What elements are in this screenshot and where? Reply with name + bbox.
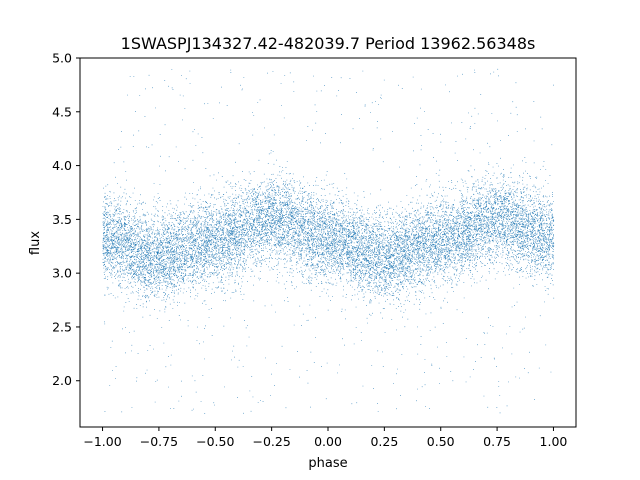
y-tick-label: 3.0 xyxy=(52,266,72,281)
x-tick-label: 0.25 xyxy=(370,434,398,449)
y-tick-label: 4.5 xyxy=(52,104,72,119)
chart-title: 1SWASPJ134327.42-482039.7 Period 13962.5… xyxy=(121,34,536,53)
y-tick-label: 4.0 xyxy=(52,158,72,173)
x-tick-label: −1.00 xyxy=(83,434,121,449)
y-tick-label: 5.0 xyxy=(52,51,72,66)
x-tick-label: 0.50 xyxy=(427,434,455,449)
x-axis-label: phase xyxy=(308,456,347,471)
scatter-points xyxy=(102,68,555,414)
x-tick-label: −0.50 xyxy=(196,434,234,449)
y-axis-ticks: 2.0 2.5 3.0 3.5 4.0 4.5 5.0 xyxy=(52,51,80,388)
scatter-point-cloud xyxy=(102,68,555,414)
x-axis-ticks: −1.00 −0.75 −0.50 −0.25 0.00 0.25 0.50 0.75 1.00 xyxy=(83,427,567,449)
y-tick-label: 2.5 xyxy=(52,319,72,334)
y-axis-label: flux xyxy=(28,231,43,255)
y-tick-label: 3.5 xyxy=(52,212,72,227)
x-tick-label: 1.00 xyxy=(540,434,568,449)
y-tick-label: 2.0 xyxy=(52,373,72,388)
x-tick-label: 0.75 xyxy=(483,434,511,449)
x-tick-label: −0.25 xyxy=(252,434,290,449)
x-tick-label: 0.00 xyxy=(314,434,342,449)
x-tick-label: −0.75 xyxy=(140,434,178,449)
